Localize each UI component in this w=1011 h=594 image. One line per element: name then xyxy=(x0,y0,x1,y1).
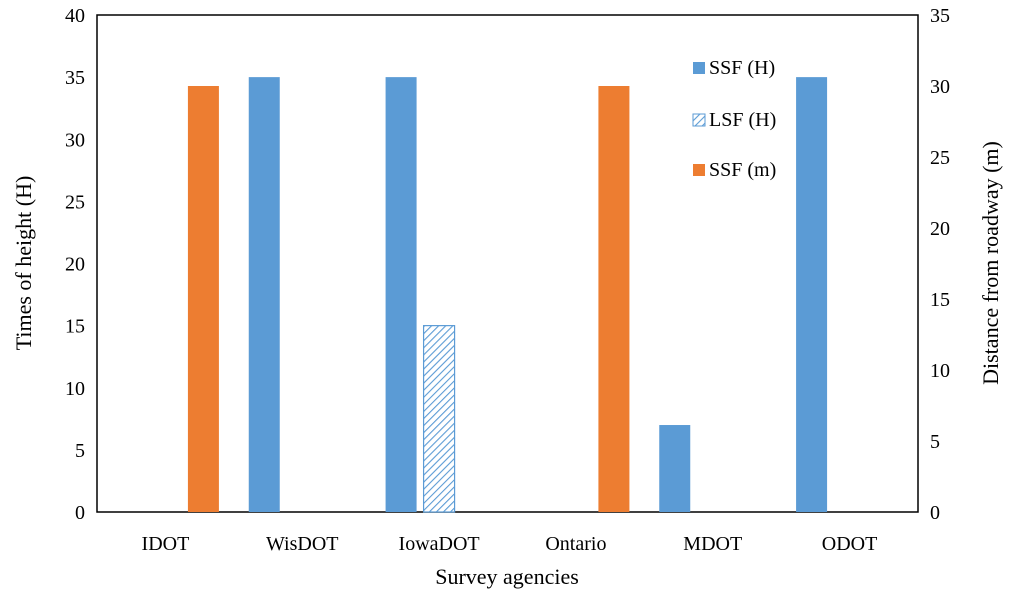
x-tick-label: ODOT xyxy=(822,533,878,555)
bar-ssf-h-iowadot xyxy=(385,77,417,512)
x-tick-label: IowaDOT xyxy=(399,533,480,555)
legend-label-ssf-m: SSF (m) xyxy=(709,159,776,181)
x-tick-label: WisDOT xyxy=(266,533,339,555)
y2-tick-label: 20 xyxy=(930,218,950,240)
x-tick-label: MDOT xyxy=(683,533,742,555)
y2-tick-label: 15 xyxy=(930,289,950,311)
legend-swatch-ssf-m xyxy=(693,164,705,176)
y-tick-label: 15 xyxy=(65,316,85,338)
legend-swatch-lsf-h xyxy=(692,113,706,127)
x-axis-title: Survey agencies xyxy=(435,564,579,589)
x-axis-ticks: IDOT WisDOT IowaDOT Ontario MDOT ODOT xyxy=(142,533,878,555)
y-tick-label: 40 xyxy=(65,5,85,27)
bar-ssf-h-mdot xyxy=(659,425,691,512)
y2-tick-label: 35 xyxy=(930,5,950,27)
y-tick-label: 30 xyxy=(65,129,85,151)
y2-tick-label: 5 xyxy=(930,431,940,453)
legend: SSF (H) LSF (H) SSF (m) xyxy=(692,57,776,181)
y-tick-label: 0 xyxy=(75,502,85,524)
bar-lsf-h-iowadot xyxy=(422,325,456,513)
plot-area-frame xyxy=(96,14,919,513)
left-axis-ticks: 0 5 10 15 20 25 30 35 40 xyxy=(65,5,85,524)
y-tick-label: 10 xyxy=(65,378,85,400)
right-axis-ticks: 0 5 10 15 20 25 30 35 xyxy=(930,5,950,524)
y-tick-label: 35 xyxy=(65,67,85,89)
legend-label-ssf-h: SSF (H) xyxy=(709,57,775,79)
bar-ssf-m-idot xyxy=(187,86,219,512)
y-tick-label: 20 xyxy=(65,254,85,276)
x-tick-label: IDOT xyxy=(142,533,190,555)
y-tick-label: 5 xyxy=(75,440,85,462)
y2-tick-label: 0 xyxy=(930,502,940,524)
bars xyxy=(187,77,828,513)
legend-label-lsf-h: LSF (H) xyxy=(709,109,776,131)
y2-tick-label: 10 xyxy=(930,360,950,382)
bar-ssf-h-odot xyxy=(796,77,828,512)
bar-ssf-m-ontario xyxy=(598,86,630,512)
y2-tick-label: 30 xyxy=(930,76,950,98)
legend-swatch-ssf-h xyxy=(693,62,705,74)
y-axis-title: Times of height (H) xyxy=(11,176,36,351)
y2-tick-label: 25 xyxy=(930,147,950,169)
y2-axis-title: Distance from roadway (m) xyxy=(978,141,1003,385)
y-tick-label: 25 xyxy=(65,191,85,213)
bar-ssf-h-wisdot xyxy=(248,77,280,512)
x-tick-label: Ontario xyxy=(545,533,606,555)
